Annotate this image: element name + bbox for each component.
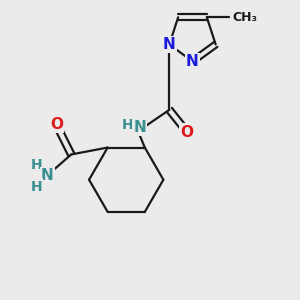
Text: CH₃: CH₃ — [232, 11, 257, 24]
Text: H: H — [30, 180, 42, 194]
Text: H: H — [30, 158, 42, 172]
Text: H: H — [121, 118, 133, 132]
Text: N: N — [163, 37, 176, 52]
Text: N: N — [41, 168, 54, 183]
Text: N: N — [133, 120, 146, 135]
Text: O: O — [50, 117, 63, 132]
Text: O: O — [181, 125, 194, 140]
Text: N: N — [186, 54, 199, 69]
